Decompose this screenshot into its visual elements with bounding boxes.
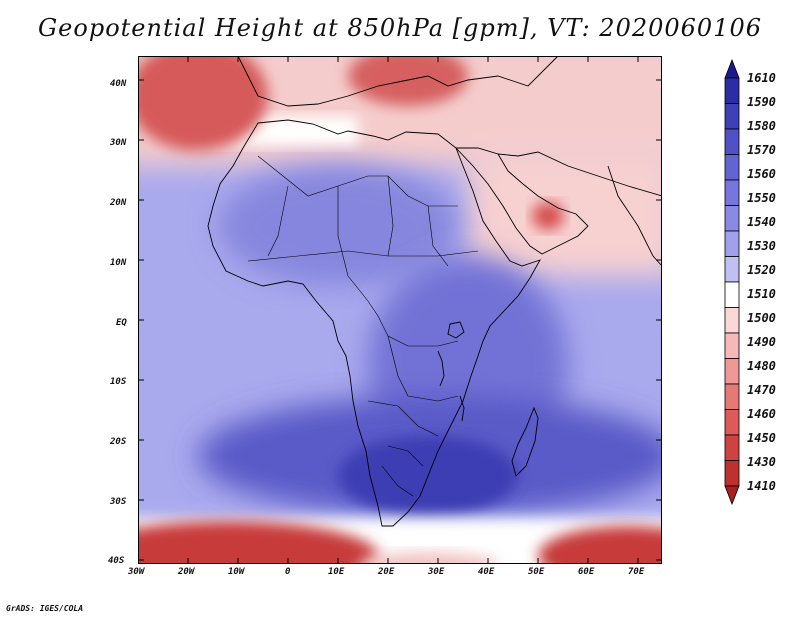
colorbar-label: 1470 bbox=[747, 383, 776, 397]
border-southern-2 bbox=[387, 445, 424, 467]
colorbar-cell bbox=[724, 179, 740, 206]
colorbar-cell bbox=[724, 332, 740, 359]
lon-tick-label: 20W bbox=[178, 567, 195, 577]
map-title: Geopotential Height at 850hPa [gpm], VT:… bbox=[38, 14, 762, 42]
plot-frame bbox=[138, 56, 662, 564]
border-central-2 bbox=[387, 335, 459, 402]
field-south-indian-low bbox=[538, 526, 662, 564]
colorbar-label: 1540 bbox=[747, 215, 776, 229]
lake-victoria bbox=[447, 321, 465, 339]
colorbar-cell bbox=[724, 307, 740, 334]
africa-coastline bbox=[207, 119, 541, 527]
border-sahel bbox=[247, 250, 479, 262]
colorbar-label: 1560 bbox=[747, 167, 776, 181]
colorbar-cell bbox=[724, 128, 740, 155]
lon-tick-label: 0 bbox=[285, 567, 291, 577]
lat-tick-label: 30N bbox=[110, 138, 127, 148]
country-borders bbox=[247, 155, 479, 497]
border-sahara-4 bbox=[387, 175, 394, 257]
lon-tick-label: 20E bbox=[378, 567, 395, 577]
colorbar-cell bbox=[724, 230, 740, 257]
field-south-atlantic-low bbox=[138, 521, 378, 564]
colorbar-label: 1590 bbox=[747, 95, 776, 109]
lon-tick-label: 40E bbox=[478, 567, 495, 577]
border-southern-1 bbox=[367, 400, 439, 437]
colorbar-label: 1510 bbox=[747, 287, 776, 301]
lat-tick-label: 40S bbox=[108, 556, 125, 566]
coastlines bbox=[207, 56, 662, 527]
field-aegean-low bbox=[348, 56, 468, 106]
tick-marks bbox=[138, 56, 662, 564]
colorbar-label: 1460 bbox=[747, 407, 776, 421]
india-coast bbox=[607, 165, 662, 267]
map-plot-area bbox=[138, 56, 662, 564]
lon-tick-label: 10E bbox=[328, 567, 345, 577]
lat-tick-label: 30S bbox=[110, 497, 127, 507]
colorbar-top-arrow bbox=[724, 58, 740, 79]
lake-malawi bbox=[459, 395, 465, 422]
field-atlantic-low bbox=[138, 56, 268, 151]
lat-tick-label: 20N bbox=[110, 198, 127, 208]
colorbar-label: 1550 bbox=[747, 191, 776, 205]
lat-tick-label: 20S bbox=[110, 437, 127, 447]
lat-tick-label: EQ bbox=[116, 318, 127, 328]
colorbar-cell bbox=[724, 358, 740, 385]
colorbar-cell bbox=[724, 205, 740, 232]
colorbar-cell bbox=[724, 256, 740, 283]
border-sahara-2 bbox=[267, 185, 289, 257]
border-southern-3 bbox=[381, 465, 414, 497]
lon-tick-label: 10W bbox=[228, 567, 245, 577]
lat-tick-label: 10N bbox=[110, 258, 127, 268]
lon-tick-label: 30E bbox=[428, 567, 445, 577]
border-sahara-5 bbox=[427, 205, 449, 267]
colorbar-label: 1580 bbox=[747, 119, 776, 133]
colorbar-cell bbox=[724, 409, 740, 436]
colorbar-labels: 1610 1590 1580 1570 1560 1550 1540 1530 1520 1510… bbox=[747, 71, 776, 493]
colorbar-label: 1430 bbox=[747, 455, 776, 469]
field-south-mid-pink bbox=[358, 552, 498, 564]
europe-coastline bbox=[237, 56, 559, 107]
field-arabia bbox=[468, 146, 662, 276]
colorbar-label: 1480 bbox=[747, 359, 776, 373]
lon-tick-label: 70E bbox=[628, 567, 645, 577]
lat-tick-label: 40N bbox=[110, 79, 127, 89]
iran-coast bbox=[497, 151, 662, 197]
colorbar-label: 1500 bbox=[747, 311, 776, 325]
colorbar-label: 1570 bbox=[747, 143, 776, 157]
colorbar-label: 1450 bbox=[747, 431, 776, 445]
colorbar-label: 1520 bbox=[747, 263, 776, 277]
border-sahara-3 bbox=[337, 186, 349, 277]
lon-tick-label: 50E bbox=[528, 567, 545, 577]
colorbar-cell bbox=[724, 281, 740, 308]
colorbar-label: 1490 bbox=[747, 335, 776, 349]
colorbar-cell bbox=[724, 154, 740, 181]
field-yemen-low bbox=[532, 202, 564, 230]
colorbar-label: 1530 bbox=[747, 239, 776, 253]
colorbar-label: 1610 bbox=[747, 71, 776, 85]
lat-tick-label: 10S bbox=[110, 377, 127, 387]
madagascar bbox=[511, 406, 539, 477]
colorbar-cell bbox=[724, 383, 740, 410]
map-field bbox=[138, 56, 662, 564]
colorbar-cell bbox=[724, 434, 740, 461]
colorbar-label: 1410 bbox=[747, 479, 776, 493]
border-sahara-1 bbox=[257, 155, 458, 207]
grads-credit: GrADS: IGES/COLA bbox=[6, 604, 84, 613]
colorbar-bottom-arrow bbox=[724, 485, 740, 506]
lon-tick-label: 30W bbox=[128, 567, 145, 577]
colorbar-cell bbox=[724, 103, 740, 130]
lake-tanganyika bbox=[437, 350, 445, 387]
colorbar-cell bbox=[724, 460, 740, 487]
arabia-coastline bbox=[454, 147, 589, 255]
lon-tick-label: 60E bbox=[578, 567, 595, 577]
colorbar-cells bbox=[724, 58, 740, 506]
colorbar-cell bbox=[724, 77, 740, 104]
